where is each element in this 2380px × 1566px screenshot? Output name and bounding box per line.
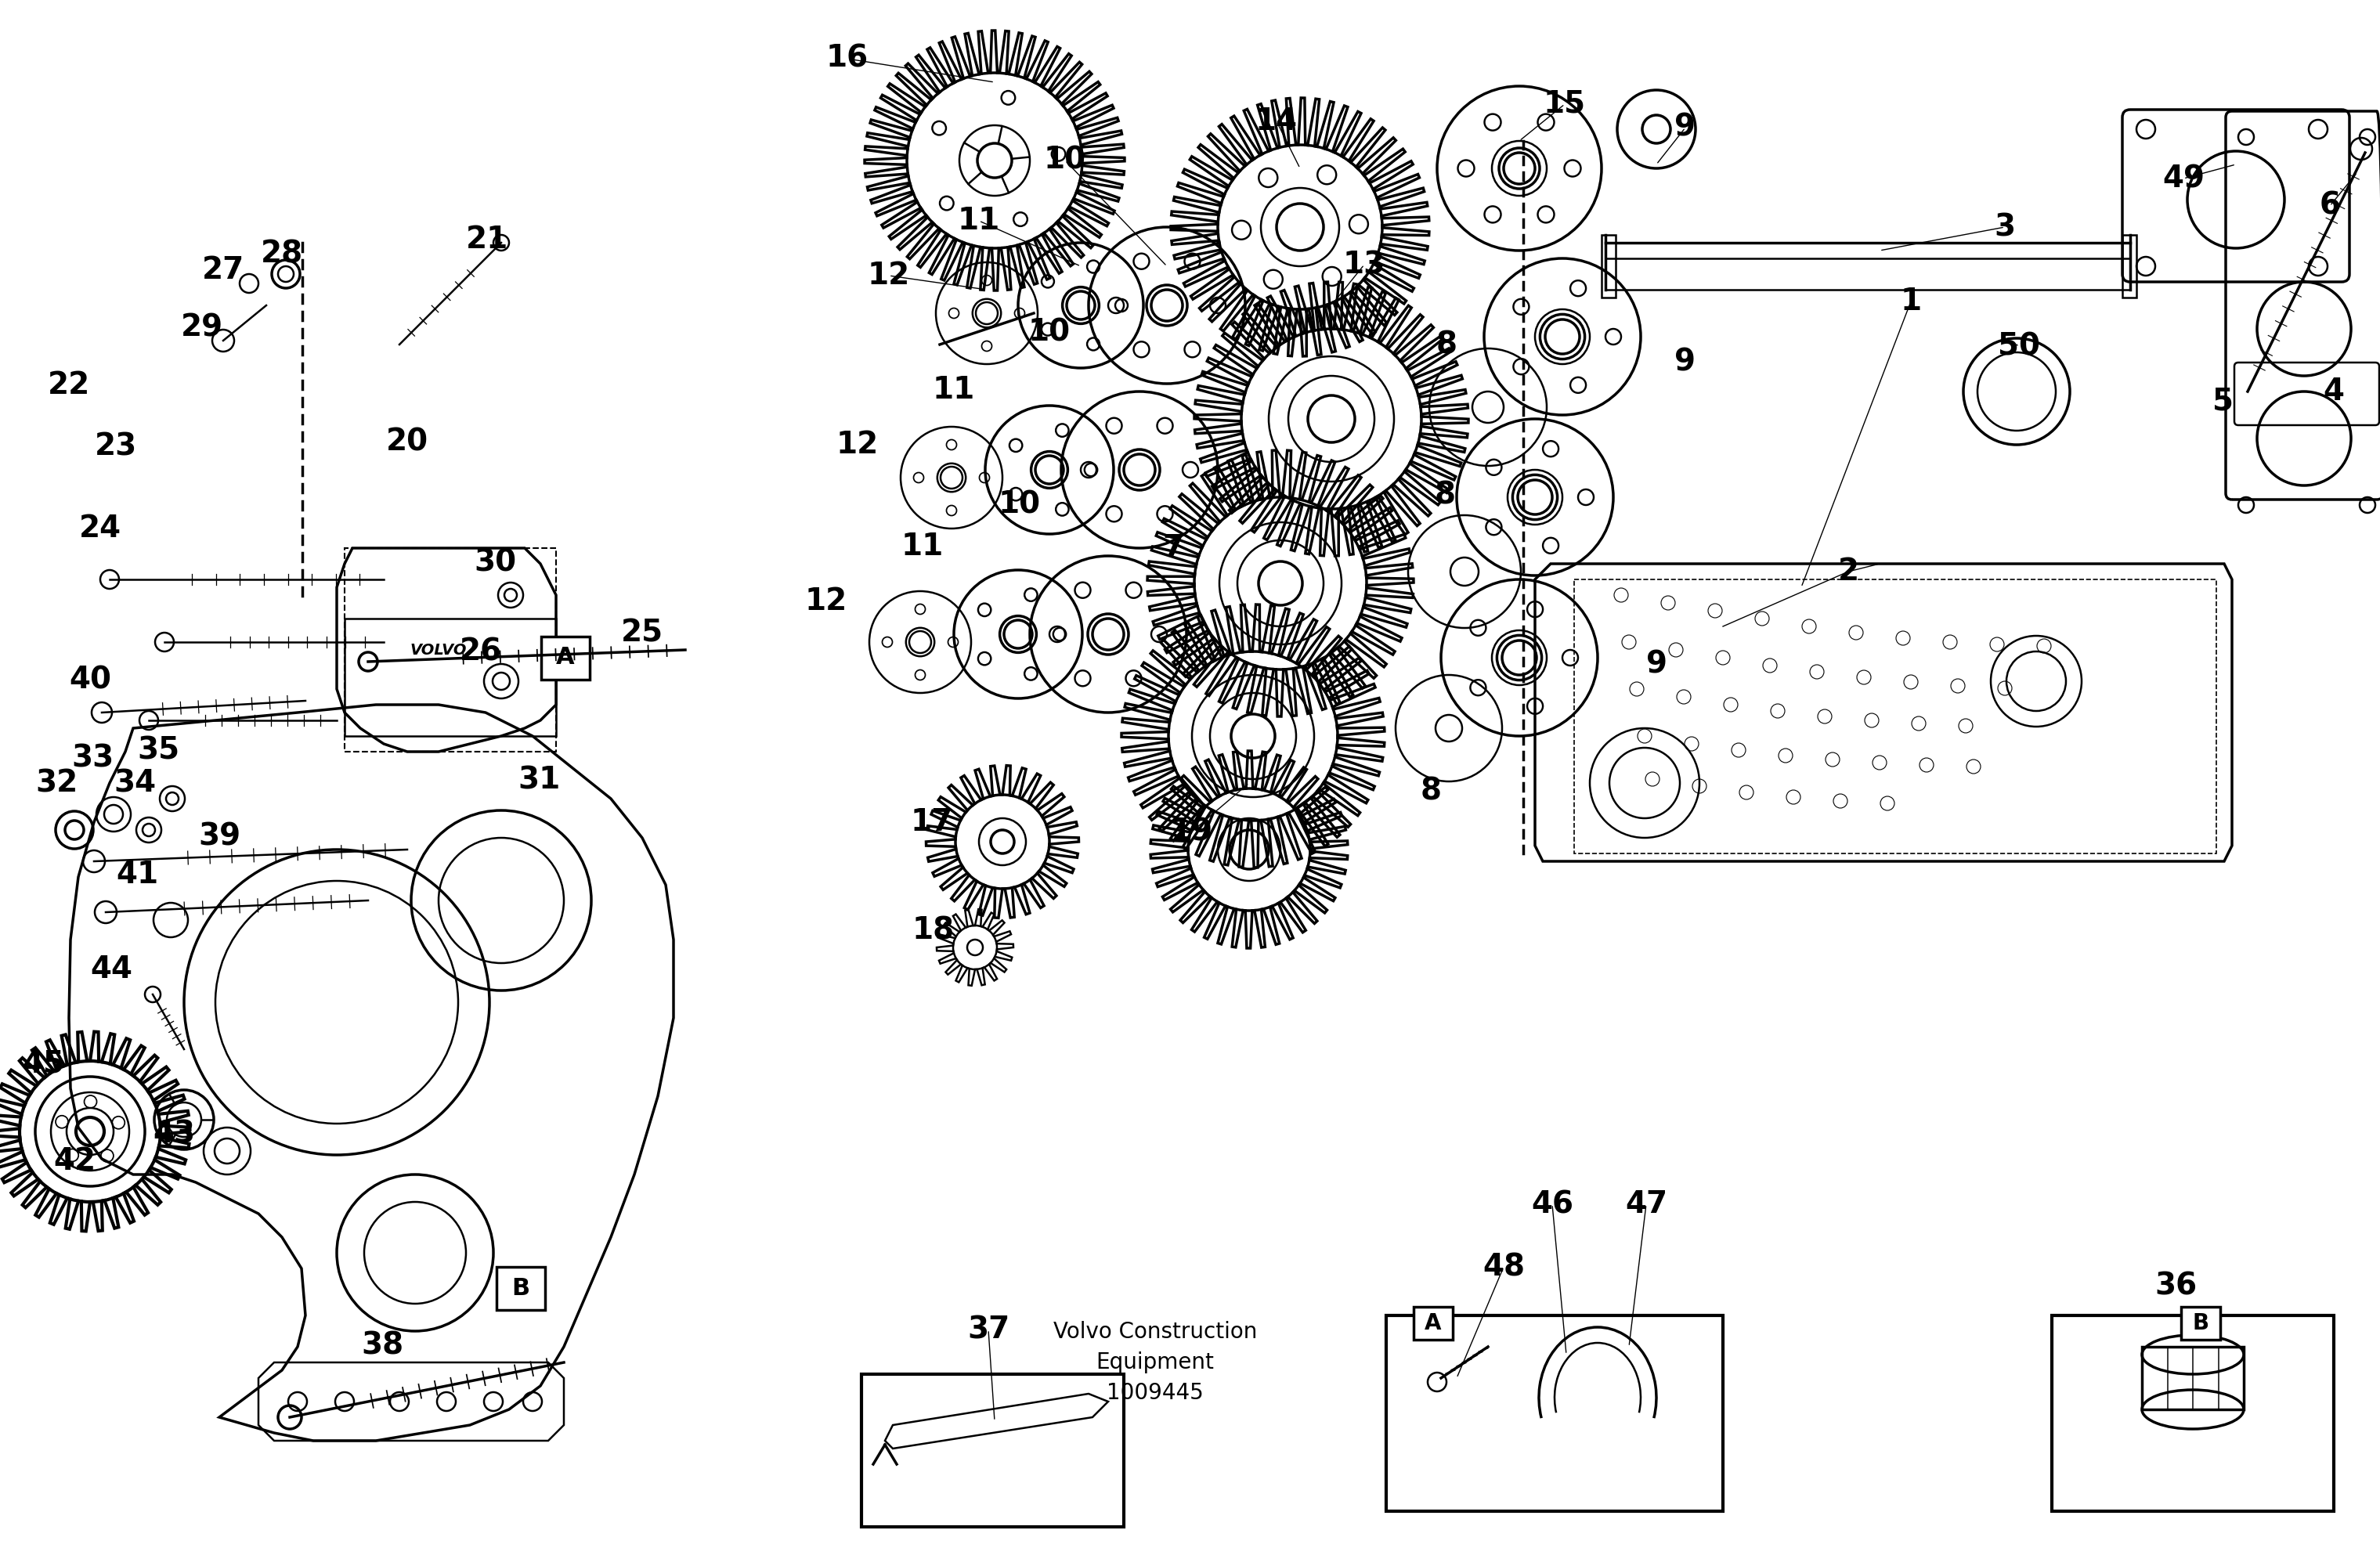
Text: 9: 9: [1676, 113, 1697, 143]
Text: 31: 31: [516, 764, 559, 796]
Text: 28: 28: [262, 240, 302, 269]
Text: 1: 1: [1899, 287, 1921, 316]
Text: 25: 25: [621, 617, 664, 648]
Text: 9: 9: [1676, 348, 1697, 377]
Text: 11: 11: [902, 532, 945, 562]
Text: Volvo Construction
Equipment
1009445: Volvo Construction Equipment 1009445: [1054, 1322, 1257, 1403]
Bar: [345, 619, 557, 736]
Bar: [862, 1375, 1123, 1527]
Text: 27: 27: [202, 255, 245, 285]
Text: 20: 20: [386, 428, 428, 457]
Text: 32: 32: [36, 767, 79, 799]
Text: 11: 11: [933, 374, 976, 404]
Text: 8: 8: [1421, 775, 1442, 805]
Bar: [2142, 1347, 2244, 1409]
Bar: [1385, 1315, 1723, 1511]
Bar: [2052, 1315, 2335, 1511]
Text: 17: 17: [912, 808, 954, 836]
Text: 4: 4: [2323, 376, 2344, 406]
Text: 26: 26: [459, 636, 502, 667]
Text: 39: 39: [198, 821, 240, 852]
Text: 24: 24: [79, 514, 121, 543]
Text: 5: 5: [2211, 385, 2232, 415]
Text: 18: 18: [912, 915, 954, 944]
Text: 45: 45: [21, 1049, 64, 1077]
Text: 12: 12: [835, 429, 878, 460]
Text: 40: 40: [69, 664, 112, 695]
Text: A: A: [557, 647, 574, 669]
Text: 6: 6: [2318, 191, 2340, 221]
Text: 2: 2: [1837, 557, 1859, 586]
Bar: [497, 1267, 545, 1309]
Text: 49: 49: [2163, 163, 2204, 193]
Text: 22: 22: [48, 370, 90, 399]
Text: 10: 10: [1000, 490, 1040, 520]
Text: 41: 41: [117, 860, 157, 889]
Text: 10: 10: [1045, 146, 1085, 175]
Text: 44: 44: [90, 954, 133, 985]
Text: 35: 35: [138, 736, 178, 764]
Text: 7: 7: [1161, 532, 1183, 564]
Bar: [540, 636, 590, 680]
Bar: [1602, 235, 1616, 298]
Bar: [345, 548, 557, 752]
Text: VOLVO: VOLVO: [409, 642, 466, 658]
Text: 19: 19: [1171, 817, 1214, 846]
Text: A: A: [1426, 1312, 1442, 1334]
Text: 15: 15: [1545, 89, 1585, 119]
Text: 21: 21: [466, 224, 509, 254]
Bar: [2180, 1306, 2221, 1340]
Text: 12: 12: [804, 586, 847, 615]
Text: 33: 33: [71, 744, 114, 772]
Text: 30: 30: [474, 548, 516, 576]
Text: 14: 14: [1254, 106, 1297, 136]
Text: 34: 34: [114, 767, 157, 799]
Text: 38: 38: [362, 1331, 402, 1359]
Text: 12: 12: [869, 260, 909, 291]
Text: B: B: [2192, 1312, 2209, 1334]
Text: 16: 16: [826, 44, 869, 74]
Text: 10: 10: [1028, 318, 1071, 348]
Text: 43: 43: [152, 1118, 195, 1149]
Text: 29: 29: [181, 313, 224, 343]
Text: 36: 36: [2154, 1272, 2197, 1301]
Text: B: B: [512, 1276, 531, 1300]
Text: 3: 3: [1994, 211, 2016, 241]
Text: 47: 47: [1626, 1190, 1668, 1218]
Text: 48: 48: [1483, 1253, 1526, 1281]
Text: 23: 23: [95, 431, 138, 460]
Text: 8: 8: [1435, 330, 1457, 360]
Text: 46: 46: [1530, 1190, 1573, 1218]
Bar: [1414, 1306, 1452, 1340]
Bar: [2123, 235, 2137, 298]
Text: 8: 8: [1435, 479, 1457, 511]
Text: 13: 13: [1342, 249, 1385, 279]
Text: 37: 37: [966, 1315, 1009, 1344]
Text: 42: 42: [52, 1146, 95, 1176]
Text: 50: 50: [1997, 332, 2040, 362]
Text: 9: 9: [1647, 648, 1666, 680]
Text: 11: 11: [957, 205, 1000, 235]
